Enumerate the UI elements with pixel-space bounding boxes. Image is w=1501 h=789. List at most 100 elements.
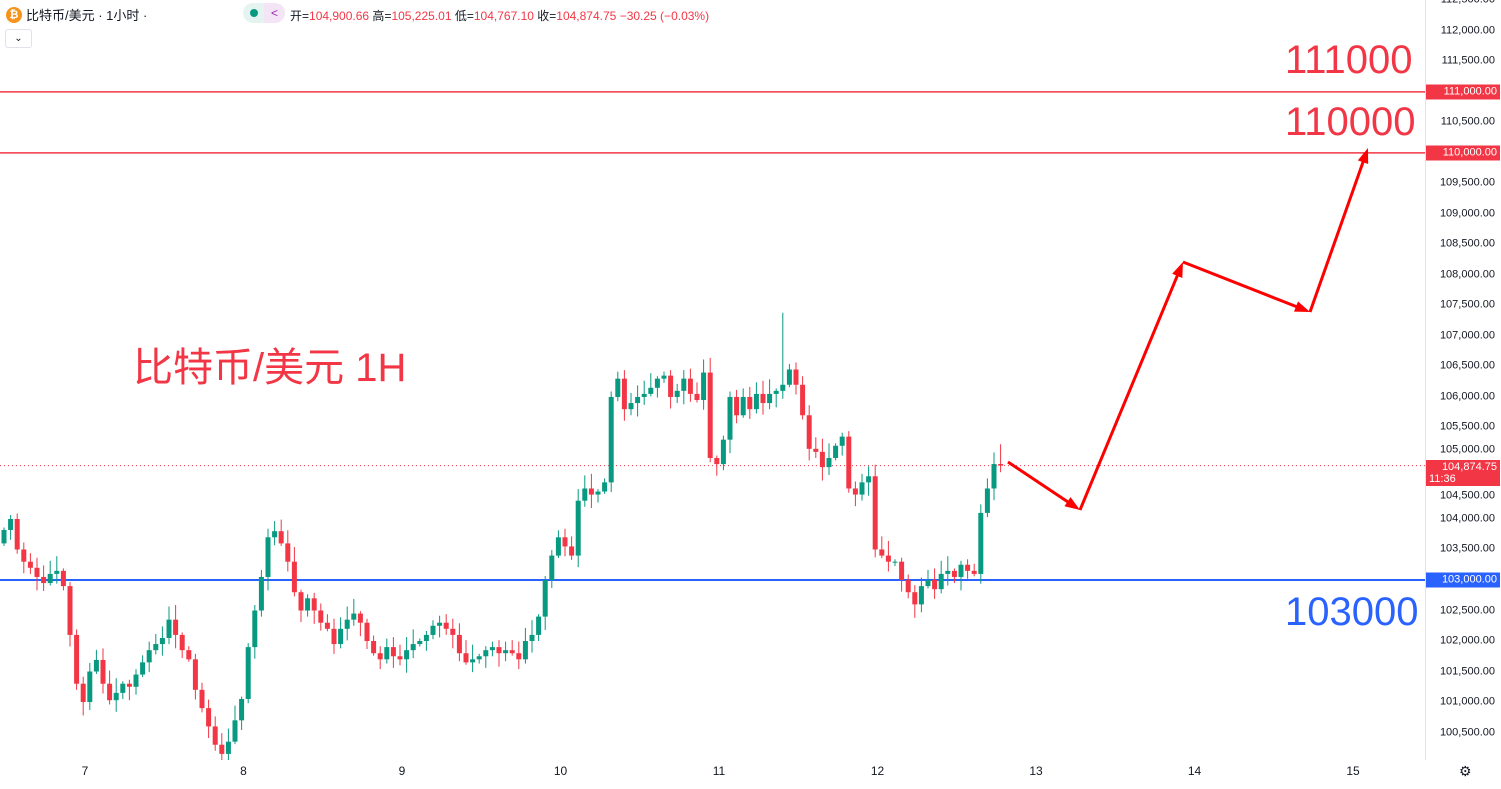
badge-103000: 103,000.00 bbox=[1426, 572, 1500, 588]
candle bbox=[311, 592, 317, 624]
candle-body bbox=[753, 393, 759, 410]
symbol-label: 比特币/美元 · 1小时 · bbox=[26, 8, 148, 23]
ohlc-legend: 开=104,900.66 高=105,225.01 低=104,767.10 收… bbox=[290, 7, 709, 24]
arrowhead-icon bbox=[1064, 497, 1080, 510]
time-tick-label: 9 bbox=[398, 764, 406, 778]
candle-body bbox=[780, 384, 786, 391]
candle bbox=[681, 370, 687, 405]
candle-body bbox=[311, 598, 317, 611]
candle-body bbox=[186, 650, 192, 660]
candle-body bbox=[654, 378, 660, 388]
candle-body bbox=[899, 561, 905, 580]
candle bbox=[140, 655, 146, 678]
price-tick-label: 108,000.00 bbox=[1439, 268, 1495, 281]
candle bbox=[575, 489, 581, 568]
candle bbox=[344, 606, 350, 641]
candle-body bbox=[404, 650, 410, 660]
candle bbox=[21, 542, 27, 574]
candle-body bbox=[21, 549, 27, 562]
candle-body bbox=[133, 674, 139, 687]
indicator-status-pill[interactable]: < bbox=[243, 3, 285, 23]
price-tick-label: 111,500.00 bbox=[1441, 54, 1495, 67]
candle-body bbox=[984, 488, 990, 513]
gear-icon[interactable]: ⚙ bbox=[1459, 763, 1472, 779]
candle bbox=[793, 362, 799, 395]
price-tick-label: 112,000.00 bbox=[1440, 24, 1495, 37]
candlestick-chart[interactable] bbox=[0, 0, 1425, 760]
candle-body bbox=[674, 390, 680, 397]
candle-body bbox=[668, 375, 674, 397]
symbol-title[interactable]: ₿ 比特币/美元 · 1小时 · bbox=[6, 5, 147, 24]
candle bbox=[872, 464, 878, 558]
candle bbox=[470, 644, 476, 673]
time-tick-label: 14 bbox=[1187, 764, 1202, 778]
candle bbox=[272, 521, 278, 546]
candle-body bbox=[331, 628, 337, 645]
candle bbox=[978, 504, 984, 584]
share-icon[interactable]: < bbox=[264, 3, 285, 23]
candle bbox=[740, 388, 746, 418]
candle-body bbox=[885, 555, 891, 562]
candle bbox=[866, 466, 872, 496]
candle bbox=[417, 638, 423, 647]
candle bbox=[47, 560, 53, 586]
candle bbox=[846, 431, 852, 493]
candle-body bbox=[67, 586, 73, 635]
arrowhead-icon bbox=[1357, 148, 1369, 164]
candle-body bbox=[34, 567, 40, 577]
candle-body bbox=[773, 390, 779, 394]
chevron-down-icon: ⌄ bbox=[14, 33, 23, 44]
projection-arrow-segment bbox=[1182, 260, 1298, 309]
chart-title-annotation: 比特币/美元 1H bbox=[133, 346, 407, 390]
candle bbox=[206, 699, 212, 739]
candle-body bbox=[489, 647, 495, 651]
candle-body bbox=[483, 650, 489, 657]
candle bbox=[489, 641, 495, 657]
candle bbox=[384, 638, 390, 664]
close-value: 104,874.75 bbox=[556, 9, 617, 23]
candle-body bbox=[470, 659, 476, 663]
candle bbox=[760, 380, 766, 415]
candle-body bbox=[338, 628, 344, 645]
candle-body bbox=[456, 634, 462, 654]
badge-111000: 111,000.00 bbox=[1426, 84, 1500, 100]
candle-body bbox=[239, 698, 245, 721]
candle-body bbox=[80, 683, 86, 703]
candle-body bbox=[536, 616, 542, 635]
candle-body bbox=[687, 378, 693, 394]
candle-body bbox=[87, 671, 93, 703]
candle-body bbox=[324, 622, 330, 629]
candle bbox=[351, 598, 357, 626]
price-axis[interactable]: 112,500.00 112,000.00 111,500.00 110,500.00… bbox=[1425, 0, 1501, 760]
candle-body bbox=[714, 457, 720, 465]
candle bbox=[905, 574, 911, 599]
candle-body bbox=[272, 531, 278, 538]
collapse-legend-button[interactable]: ⌄ bbox=[5, 29, 32, 48]
candle bbox=[753, 382, 759, 414]
candle bbox=[628, 392, 634, 416]
candle-body bbox=[410, 644, 416, 651]
candle bbox=[522, 627, 528, 664]
candle bbox=[120, 681, 126, 699]
candle bbox=[239, 696, 245, 731]
candle bbox=[516, 641, 522, 670]
candle bbox=[27, 553, 33, 574]
candle bbox=[582, 475, 588, 507]
candle bbox=[707, 357, 713, 463]
candle bbox=[885, 540, 891, 572]
candle bbox=[8, 515, 14, 540]
candle bbox=[496, 640, 502, 667]
price-tick-label: 109,500.00 bbox=[1439, 176, 1495, 189]
candle bbox=[826, 443, 832, 476]
candle-body bbox=[635, 396, 641, 404]
candle bbox=[318, 603, 324, 631]
candle bbox=[456, 623, 462, 662]
candle-body bbox=[727, 396, 733, 440]
candle-body bbox=[965, 564, 971, 571]
projection-arrow-segment bbox=[1007, 460, 1070, 504]
candle-body bbox=[615, 378, 621, 397]
candle bbox=[331, 618, 337, 654]
candle bbox=[991, 452, 997, 501]
candle-body bbox=[14, 518, 20, 550]
candle-body bbox=[146, 650, 152, 663]
